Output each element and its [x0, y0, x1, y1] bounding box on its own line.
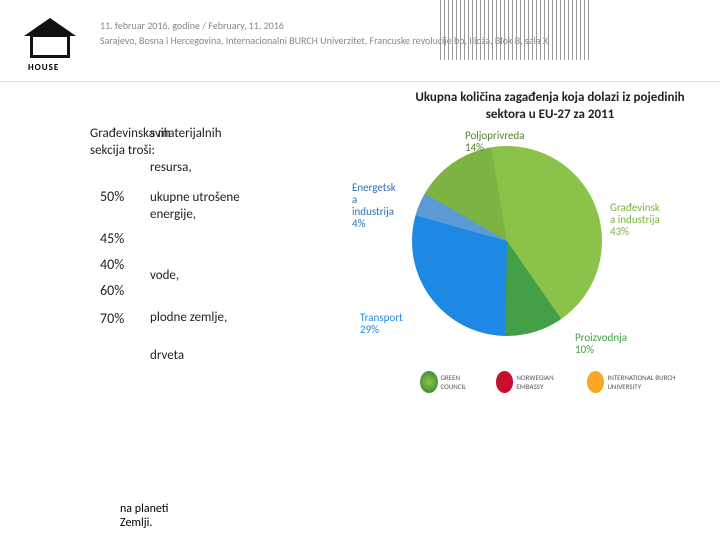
stat-line: drveta	[150, 348, 184, 365]
logo-norwegian-embassy: NORWEGIAN EMBASSY	[496, 371, 569, 393]
stat-line: ukupne utrošene energije,	[150, 190, 250, 224]
stat-pct: 60%	[100, 282, 124, 300]
pie-label: Građevinsk a industrija 43%	[610, 202, 660, 238]
decorative-stripes	[440, 0, 590, 60]
logo-green-council: GREEN COUNCIL	[420, 371, 478, 393]
house-logo: HOUSE	[18, 10, 82, 74]
logo-text: HOUSE	[28, 62, 59, 73]
pie-label: Transport 29%	[360, 312, 403, 336]
stat-line: Građevinska materijalnih sekcija troši:	[90, 126, 222, 160]
sponsor-logos: GREEN COUNCIL NORWEGIAN EMBASSY INTERNAT…	[420, 362, 690, 402]
logo-burch: INTERNATIONAL BURCH UNIVERSITY	[587, 371, 690, 393]
stat-line: vode,	[150, 268, 179, 285]
stat-pct: 45%	[100, 230, 124, 248]
stat-pct: 40%	[100, 256, 124, 274]
pie-label: Energetsk a industrija 4%	[352, 182, 396, 230]
header: HOUSE 11. februar 2016. godine / Februar…	[0, 0, 720, 82]
chart-title: Ukupna količina zagađenja koja dolazi iz…	[400, 90, 700, 124]
stat-pct: 50%	[100, 188, 124, 206]
footer-text: na planeti Zemlji.	[120, 502, 168, 530]
stat-line: plodne zemlje,	[150, 310, 227, 327]
pie-label: Poljoprivreda 14%	[465, 130, 525, 154]
content: Ukupna količina zagađenja koja dolazi iz…	[0, 82, 720, 540]
stat-line: resursa,	[150, 160, 192, 177]
pie-chart	[412, 146, 602, 336]
stat-pct: 70%	[100, 310, 124, 328]
pie-label: Proizvodnja 10%	[575, 332, 627, 356]
